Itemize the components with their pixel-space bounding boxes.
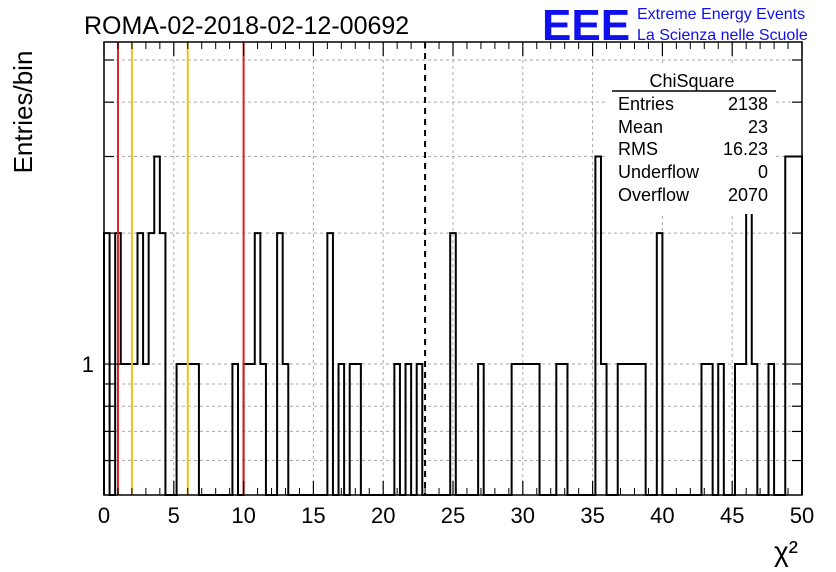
x-tick-label: 35	[580, 503, 604, 528]
x-tick-label: 30	[511, 503, 535, 528]
grid-lines	[104, 42, 802, 495]
x-tick-labels: 0 5 10 15 20 25 30 35 40 45 50	[98, 503, 814, 528]
stats-label-overflow: Overflow	[618, 185, 690, 205]
x-tick-label: 0	[98, 503, 110, 528]
x-tick-label: 45	[720, 503, 744, 528]
y-tick-label: 1	[82, 352, 94, 377]
stats-value-entries: 2138	[728, 94, 768, 114]
reference-lines	[116, 42, 427, 495]
x-tick-label: 20	[371, 503, 395, 528]
x-tick-label: 5	[168, 503, 180, 528]
run-title: ROMA-02-2018-02-12-00692	[84, 12, 409, 40]
stats-value-underflow: 0	[758, 162, 768, 182]
y-axis-label: Entries/bin	[8, 51, 38, 174]
stats-label-underflow: Underflow	[618, 162, 700, 182]
stats-box: ChiSquare Entries 2138 Mean 23 RMS 16.23…	[608, 64, 776, 214]
x-tick-label: 25	[441, 503, 465, 528]
brand-line-2: La Scienza nelle Scuole	[637, 27, 808, 44]
x-tick-label: 40	[650, 503, 674, 528]
stats-value-rms: 16.23	[723, 139, 768, 159]
axis-ticks	[103, 42, 803, 495]
x-tick-label: 10	[231, 503, 255, 528]
stats-value-overflow: 2070	[728, 185, 768, 205]
x-tick-label: 15	[301, 503, 325, 528]
stats-box-title: ChiSquare	[649, 71, 734, 91]
stats-label-mean: Mean	[618, 117, 663, 137]
brand-line-1: Extreme Energy Events	[637, 6, 805, 23]
x-axis-label: χ²	[774, 536, 798, 567]
y-tick-labels: 1	[82, 352, 94, 377]
x-tick-label: 50	[790, 503, 814, 528]
stats-label-rms: RMS	[618, 139, 658, 159]
stats-box-background	[608, 64, 776, 214]
stats-value-mean: 23	[748, 117, 768, 137]
stats-label-entries: Entries	[618, 94, 674, 114]
